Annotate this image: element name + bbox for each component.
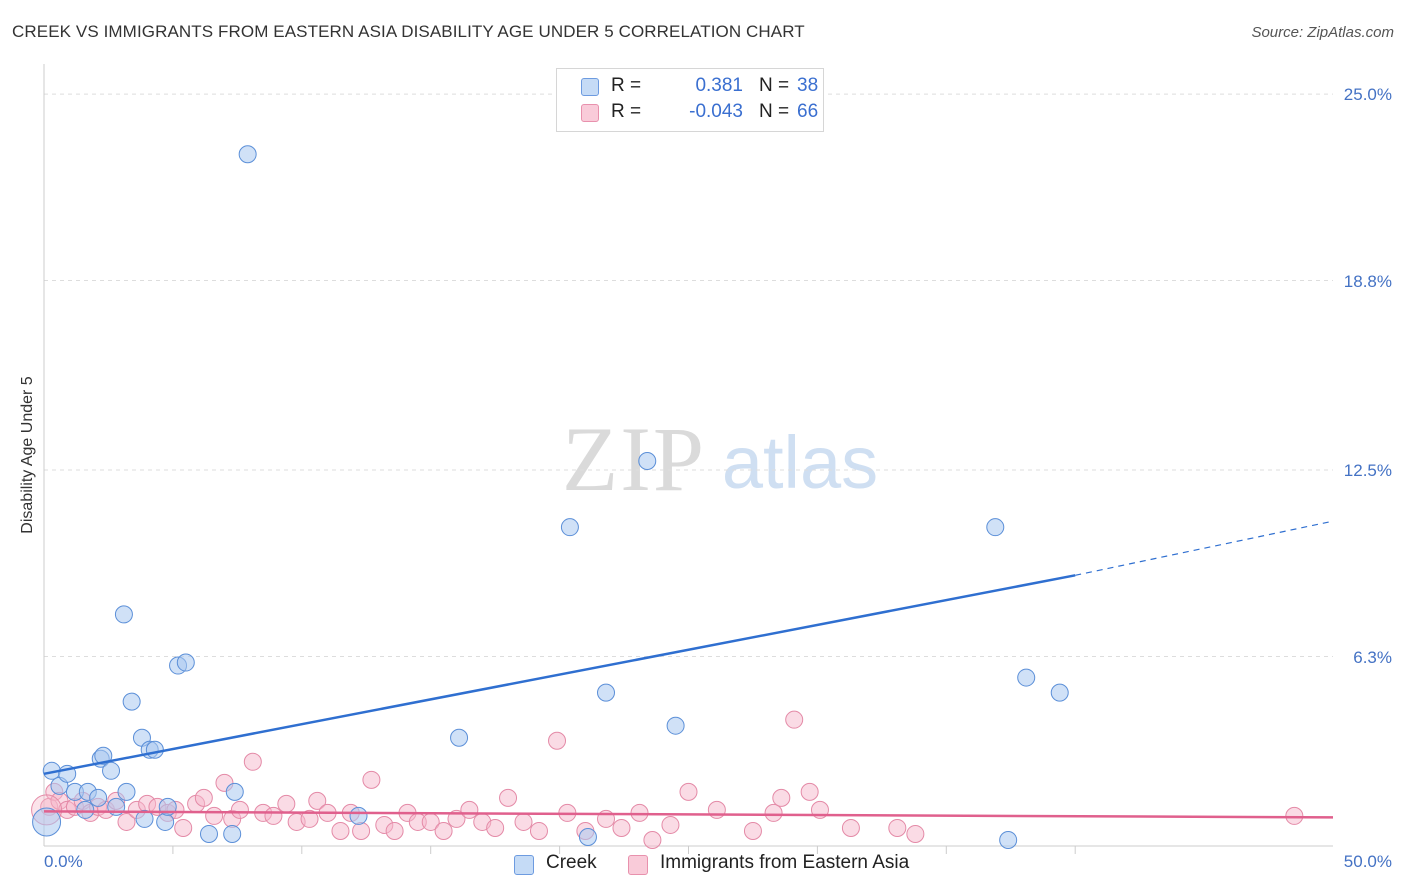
asia-point (331, 821, 350, 840)
legend-swatch-creek (581, 78, 599, 96)
legend-r-value: 0.381 (695, 75, 743, 96)
asia-point (230, 800, 249, 819)
asia-point (643, 830, 662, 849)
axes (43, 64, 1333, 854)
asia-point (785, 710, 804, 729)
creek-point (94, 746, 113, 765)
creek-point (450, 728, 469, 747)
creek-point (986, 518, 1005, 537)
asia-point (661, 815, 680, 834)
legend-r-label: R = (611, 75, 642, 96)
creek-point (114, 605, 133, 624)
creek-point (117, 782, 136, 801)
creek-trend-line (43, 574, 1076, 776)
creek-point (1017, 668, 1036, 687)
creek-point (638, 452, 657, 471)
asia-point (841, 818, 860, 837)
y-tick-label-25-0: 25.0% (1343, 85, 1392, 105)
asia-point (679, 782, 698, 801)
asia-point (434, 821, 453, 840)
asia-point (447, 809, 466, 828)
creek-point (225, 782, 244, 801)
asia-point (385, 821, 404, 840)
legend-label-asia: Immigrants from Eastern Asia (660, 852, 910, 873)
source-label: Source: ZipAtlas.com (1251, 24, 1394, 41)
legend-swatch-asia (581, 104, 599, 122)
asia-point (772, 788, 791, 807)
stats-legend: R = 0.381 N = 38 R = -0.043 N = 66 (556, 68, 824, 132)
asia-point (1285, 806, 1304, 825)
asia-point (205, 806, 224, 825)
creek-point (666, 716, 685, 735)
asia-point (264, 806, 283, 825)
asia-point (277, 794, 296, 813)
x-tick-label-max: 50.0% (1343, 852, 1392, 871)
creek-point (349, 806, 368, 825)
asia-point (194, 788, 213, 807)
asia-point (800, 782, 819, 801)
legend-label-creek: Creek (546, 852, 597, 873)
creek-point (176, 653, 195, 672)
asia-point (707, 800, 726, 819)
legend-r-value: -0.043 (689, 101, 743, 122)
legend-n-label: N = (759, 75, 790, 96)
creek-point (223, 824, 242, 843)
creek-point (145, 740, 164, 759)
legend-n-value: 66 (797, 101, 819, 122)
creek-trend-extrapolation (1075, 520, 1334, 576)
legend-r-label: R = (611, 101, 642, 122)
creek-point (999, 830, 1018, 849)
asia-point (743, 821, 762, 840)
asia-point (906, 824, 925, 843)
watermark-atlas: atlas (722, 421, 878, 504)
creek-point (1050, 683, 1069, 702)
asia-point (499, 788, 518, 807)
creek-point (560, 518, 579, 537)
asia-point (548, 731, 567, 750)
creek-point (122, 692, 141, 711)
asia-point (764, 803, 783, 822)
creek-point (156, 812, 175, 831)
asia-point (300, 809, 319, 828)
creek-point (597, 683, 616, 702)
watermark-zip: ZIP (562, 408, 706, 510)
grid-lines (44, 93, 1333, 658)
asia-point (117, 812, 136, 831)
creek-point (199, 824, 218, 843)
creek-point (238, 145, 257, 164)
creek-point (76, 800, 95, 819)
asia-point (486, 818, 505, 837)
creek-point (578, 827, 597, 846)
asia-trend-line (43, 810, 1334, 819)
watermark: ZIP atlas (562, 408, 878, 510)
chart-title: CREEK VS IMMIGRANTS FROM EASTERN ASIA DI… (12, 22, 805, 41)
series-immigrants-eastern-asia (31, 710, 1304, 849)
asia-point (174, 818, 193, 837)
asia-point (612, 818, 631, 837)
legend-n-label: N = (759, 101, 790, 122)
legend-swatch-creek (514, 855, 534, 875)
x-tick-label-min: 0.0% (44, 852, 83, 871)
asia-point (243, 752, 262, 771)
y-tick-label-12-5: 12.5% (1343, 461, 1392, 481)
legend-n-value: 38 (797, 75, 819, 96)
asia-point (362, 770, 381, 789)
asia-point (460, 800, 479, 819)
asia-point (308, 791, 327, 810)
asia-point (529, 821, 548, 840)
creek-point (89, 788, 108, 807)
creek-point (32, 807, 62, 837)
asia-point (888, 818, 907, 837)
asia-point (352, 821, 371, 840)
creek-point (102, 761, 121, 780)
y-tick-label-18-8: 18.8% (1343, 271, 1392, 291)
creek-point (135, 809, 154, 828)
legend-swatch-asia (628, 855, 648, 875)
y-tick-label-6-3: 6.3% (1353, 647, 1392, 667)
trend-lines (43, 520, 1334, 819)
asia-point (514, 812, 533, 831)
